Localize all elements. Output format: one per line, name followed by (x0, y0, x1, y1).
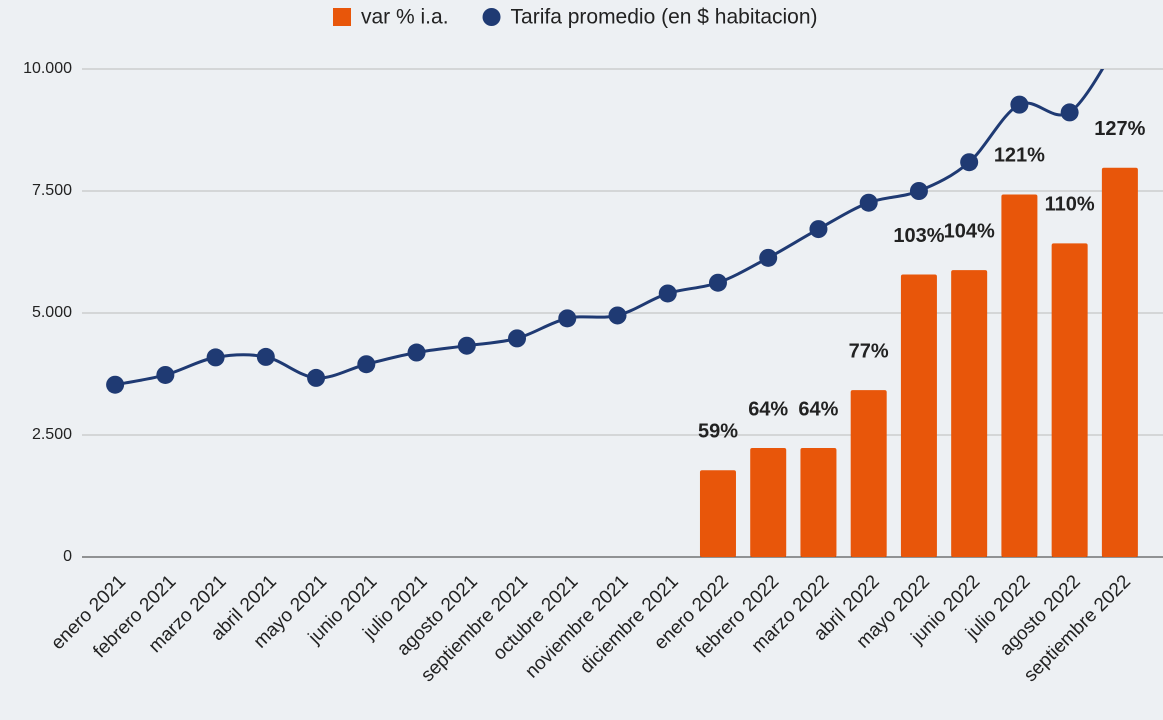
legend-swatch (333, 8, 351, 26)
y-tick-label: 0 (63, 548, 72, 565)
line-point (809, 220, 828, 239)
data-label: 77% (849, 340, 889, 362)
data-label: 64% (748, 398, 788, 420)
line-point (708, 273, 727, 292)
y-tick-label: 10.000 (23, 60, 72, 77)
line-point (759, 248, 778, 267)
line-series (106, 31, 1129, 394)
line-point (407, 343, 426, 362)
bar (750, 448, 787, 557)
bar (900, 274, 937, 557)
data-label: 59% (698, 421, 738, 443)
bar (800, 448, 837, 557)
bar (1051, 243, 1088, 557)
y-tick-label: 5.000 (32, 304, 72, 321)
bar (1001, 194, 1038, 558)
line-point (960, 153, 979, 172)
line-point (256, 347, 275, 366)
line-point (608, 306, 627, 325)
line-point (508, 329, 527, 348)
bar (951, 270, 988, 557)
line-point (457, 336, 476, 355)
line-point (1060, 103, 1079, 122)
line-point (106, 375, 125, 394)
bar (1101, 167, 1138, 558)
line-point (206, 348, 225, 367)
data-label: 64% (798, 398, 838, 420)
line-point (658, 284, 677, 303)
data-label: 103% (893, 225, 944, 247)
legend-swatch (482, 8, 501, 26)
data-label: 127% (1094, 118, 1145, 140)
legend-label: var % i.a. (361, 6, 449, 29)
line-point (307, 368, 326, 387)
y-tick-label: 2.500 (32, 426, 72, 443)
line-point (357, 355, 376, 374)
line-point (156, 365, 175, 384)
line-point (859, 193, 878, 212)
line-point (1010, 95, 1029, 114)
line-point (1111, 31, 1129, 49)
line-point (558, 309, 577, 328)
line-point (909, 182, 928, 200)
bar (850, 390, 887, 557)
data-label: 110% (1045, 194, 1095, 216)
data-label: 104% (944, 220, 995, 242)
data-label: 121% (994, 145, 1045, 167)
bar (699, 470, 736, 557)
y-tick-label: 7.500 (32, 182, 72, 199)
legend-label: Tarifa promedio (en $ habitacion) (511, 6, 818, 29)
